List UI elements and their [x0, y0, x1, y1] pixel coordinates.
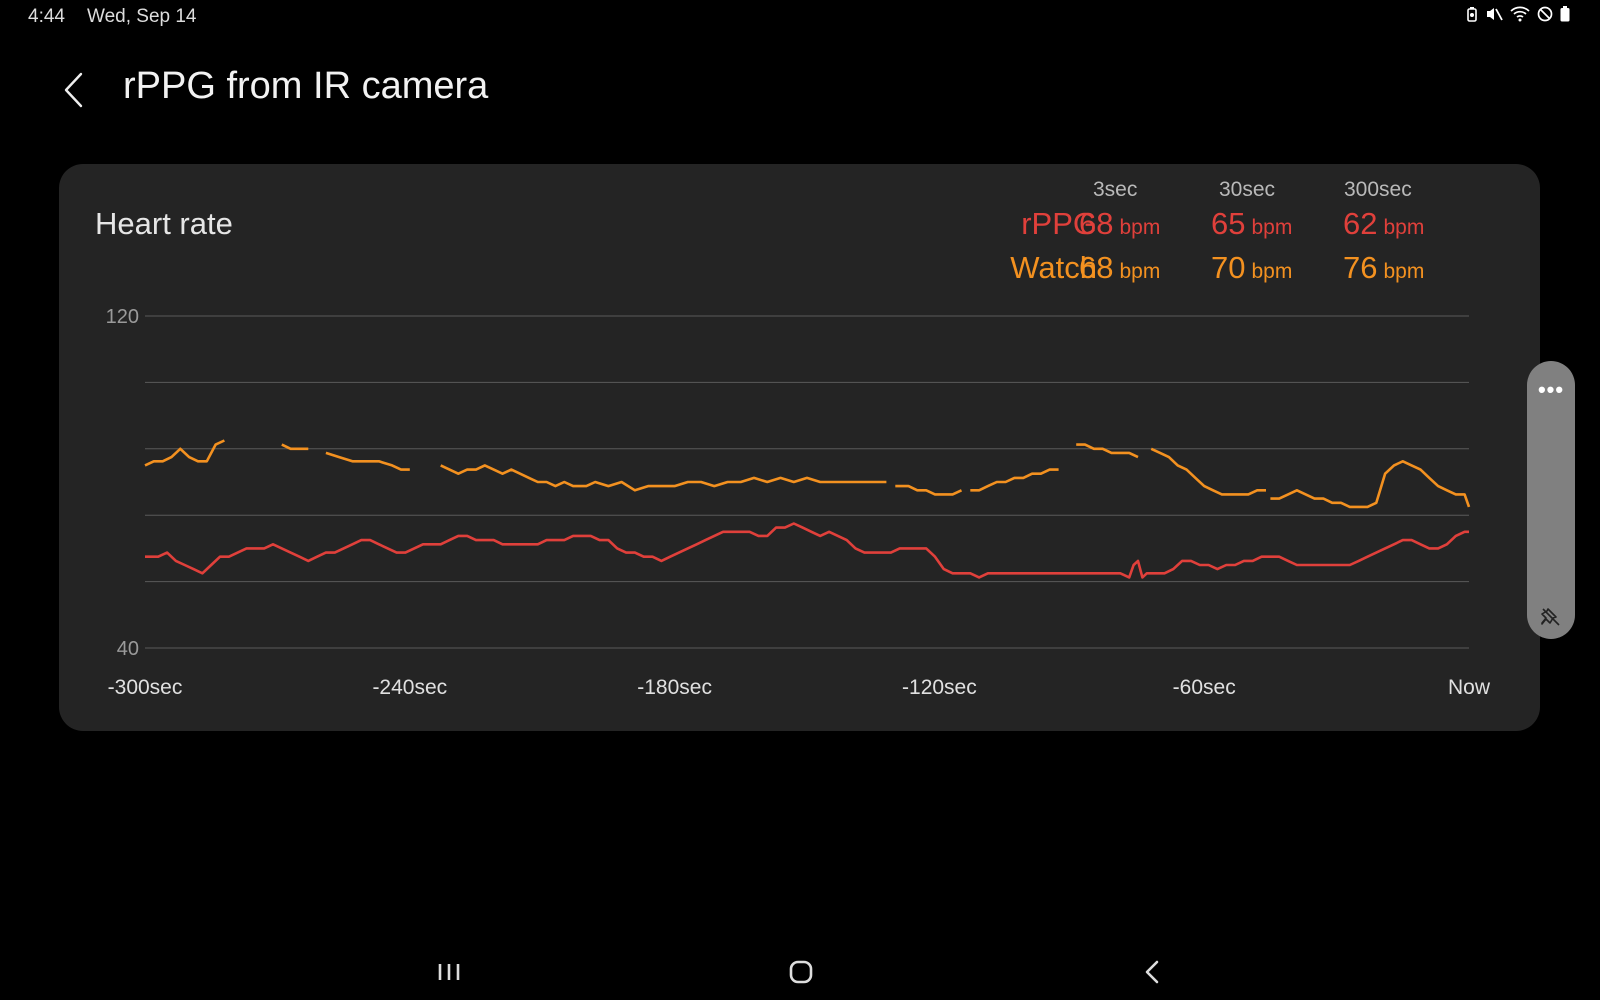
watch-value-30sec: 70 bpm — [1211, 250, 1293, 285]
watch-series-line-7 — [1150, 447, 1266, 496]
watch-series-line-8 — [1270, 459, 1471, 509]
watch-series-line-4 — [895, 484, 963, 496]
nav-back-button[interactable] — [1133, 952, 1173, 992]
watch-row-label: Watch — [1010, 250, 1097, 285]
x-tick-label: -60sec — [1173, 676, 1236, 699]
mute-icon — [1485, 6, 1503, 27]
rppg-row-label: rPPG — [1021, 206, 1097, 241]
wifi-icon — [1510, 6, 1530, 27]
rppg-value-3sec: 68 bpm — [1079, 206, 1161, 241]
column-header-3sec: 3sec — [1093, 178, 1138, 201]
watch-series-line-1 — [281, 443, 309, 451]
watch-series-line-3 — [440, 464, 887, 492]
x-tick-label: -180sec — [637, 676, 712, 699]
x-tick-label: Now — [1448, 676, 1491, 699]
rppg-value-30sec: 65 bpm — [1211, 206, 1293, 241]
heart-rate-card: Heart rate 3sec 30sec 300sec rPPG Watch … — [59, 164, 1540, 731]
app-bar: rPPG from IR camera — [0, 55, 1600, 125]
heart-rate-chart: 120 40 -300sec -240sec -180sec -120sec -60sec N… — [106, 306, 1491, 699]
watch-series-line-5 — [970, 468, 1059, 492]
watch-series-line-2 — [325, 451, 410, 471]
watch-value-300sec: 76 bpm — [1343, 250, 1425, 285]
battery-saver-icon — [1466, 6, 1478, 27]
status-date: Wed, Sep 14 — [87, 6, 197, 27]
watch-value-3sec: 68 bpm — [1079, 250, 1161, 285]
chevron-left-icon — [64, 72, 83, 108]
page-title: rPPG from IR camera — [123, 65, 489, 107]
x-tick-label: -300sec — [108, 676, 183, 699]
watch-series-line-0 — [144, 439, 225, 467]
battery-icon — [1560, 6, 1570, 27]
column-header-300sec: 300sec — [1344, 178, 1412, 201]
status-bar: 4:44 Wed, Sep 14 — [0, 0, 1600, 36]
watch-series-line-6 — [1076, 443, 1139, 459]
status-icons — [1466, 6, 1570, 27]
more-horizontal-icon[interactable]: ••• — [1537, 377, 1565, 402]
recents-button[interactable] — [429, 952, 469, 992]
status-time: 4:44 — [28, 6, 65, 27]
home-button[interactable] — [781, 952, 821, 992]
x-tick-label: -240sec — [372, 676, 447, 699]
unpin-icon[interactable] — [1539, 605, 1563, 629]
x-tick-label: -120sec — [902, 676, 977, 699]
rppg-value-300sec: 62 bpm — [1343, 206, 1425, 241]
y-tick-label: 40 — [117, 638, 139, 660]
rppg-series-line-0 — [145, 522, 1469, 579]
back-icon — [1145, 960, 1159, 984]
y-tick-label: 120 — [106, 306, 139, 328]
edge-panel-handle[interactable]: ••• — [1527, 361, 1575, 639]
recents-icon — [438, 964, 460, 980]
home-icon — [789, 960, 813, 984]
do-not-disturb-icon — [1537, 6, 1553, 27]
card-title: Heart rate — [95, 206, 233, 241]
back-button[interactable] — [55, 65, 95, 115]
navigation-bar — [0, 940, 1600, 1000]
column-header-30sec: 30sec — [1219, 178, 1276, 201]
